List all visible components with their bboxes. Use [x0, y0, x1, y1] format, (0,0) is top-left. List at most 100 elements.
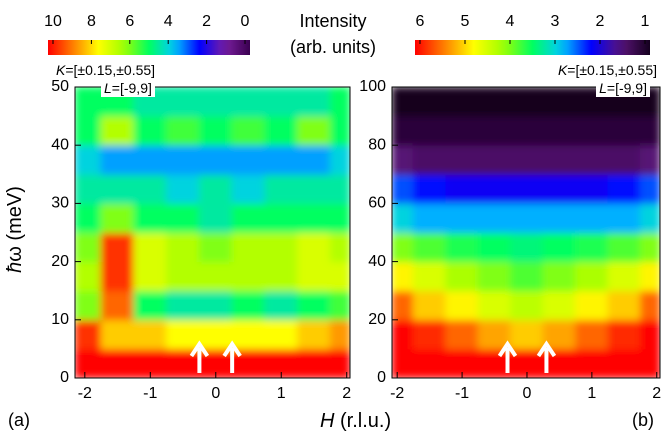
- heatmap-cell: [412, 290, 447, 321]
- heatmap-cell: [264, 144, 299, 175]
- heatmap-cell: [75, 261, 102, 292]
- heatmap-cell: [133, 261, 168, 292]
- heatmap-cell: [297, 261, 331, 292]
- heatmap-cell: [198, 261, 233, 292]
- heatmap-cell: [297, 348, 331, 378]
- heatmap-cell: [542, 144, 577, 175]
- heatmap-cell: [542, 173, 577, 204]
- colorbar-tick-label: 5: [461, 13, 470, 30]
- heatmap-cell: [510, 232, 544, 263]
- heatmap-cell: [75, 87, 102, 117]
- heatmap-cell: [166, 261, 200, 292]
- heatmap: [392, 87, 660, 378]
- heatmap-cell: [392, 348, 414, 378]
- heatmap-cell: [100, 173, 135, 204]
- heatmap-cell: [575, 232, 609, 263]
- heatmap-cell: [231, 232, 266, 263]
- heatmap-cell: [198, 290, 233, 321]
- heatmap-cell: [445, 261, 479, 292]
- colorbar-tick-label: 6: [125, 13, 134, 30]
- colorbar: [415, 40, 650, 55]
- heatmap-cell: [640, 319, 660, 350]
- heatmap-cell: [477, 290, 512, 321]
- x-tick-label: 1: [277, 385, 286, 402]
- heatmap-cell: [264, 173, 299, 204]
- heatmap-cell: [477, 202, 512, 233]
- heatmap-cell: [133, 290, 168, 321]
- heatmap-cell: [392, 261, 414, 292]
- heatmap-cell: [607, 290, 642, 321]
- heatmap-cell: [231, 290, 266, 321]
- heatmap-cell: [166, 115, 200, 146]
- heatmap-cell: [412, 87, 447, 117]
- x-tick-label: 2: [652, 385, 661, 402]
- heatmap-cell: [477, 87, 512, 117]
- colorbar-tick-label: 0: [241, 13, 250, 30]
- panel-label: (a): [8, 410, 30, 430]
- y-tick-label: 0: [60, 369, 69, 386]
- heatmap-cell: [100, 261, 135, 292]
- colorbar-tick-label: 4: [506, 13, 515, 30]
- heatmap-cell: [231, 87, 266, 117]
- heatmap-cell: [297, 232, 331, 263]
- plot-frame: [391, 86, 661, 379]
- heatmap-cell: [412, 144, 447, 175]
- heatmap-cell: [297, 319, 331, 350]
- heatmap-cell: [329, 87, 350, 117]
- heatmap-cell: [166, 144, 200, 175]
- heatmap-cell: [166, 319, 200, 350]
- heatmap-cell: [264, 202, 299, 233]
- x-tick-label: -1: [143, 385, 157, 402]
- y-tick-label: 50: [51, 78, 69, 95]
- heatmap-cell: [607, 261, 642, 292]
- x-tick-label: -2: [78, 385, 92, 402]
- heatmap-cell: [198, 202, 233, 233]
- heatmap-cell: [477, 115, 512, 146]
- panel-label: (b): [632, 410, 654, 430]
- heatmap-cell: [542, 290, 577, 321]
- heatmap-cell: [510, 87, 544, 117]
- heatmap-cell: [133, 173, 168, 204]
- heatmap-cell: [75, 173, 102, 204]
- heatmap-cell: [445, 173, 479, 204]
- heatmap-cell: [166, 202, 200, 233]
- annotation: L=[-9,9]: [101, 80, 155, 97]
- heatmap-cell: [510, 144, 544, 175]
- heatmap-cell: [166, 87, 200, 117]
- heatmap-cells: [392, 87, 660, 378]
- heatmap-cell: [264, 87, 299, 117]
- heatmap-cell: [297, 115, 331, 146]
- y-tick-label: 30: [51, 195, 69, 212]
- heatmap-cell: [392, 144, 414, 175]
- heatmap-cell: [445, 202, 479, 233]
- heatmap-cell: [166, 290, 200, 321]
- heatmap-cell: [329, 348, 350, 378]
- heatmap-cell: [477, 144, 512, 175]
- y-tick-label: 0: [377, 369, 386, 386]
- arrow: [222, 340, 242, 373]
- heatmap-cell: [231, 173, 266, 204]
- heatmap-cell: [100, 348, 135, 378]
- annotation: K=[±0.15,±0.55]: [53, 62, 159, 79]
- heatmap-cell: [75, 144, 102, 175]
- colorbar-tick-label: 3: [551, 13, 560, 30]
- heatmap-cell: [510, 290, 544, 321]
- heatmap-cell: [445, 290, 479, 321]
- heatmap-cell: [510, 319, 544, 350]
- heatmap-cell: [133, 144, 168, 175]
- heatmap-cell: [392, 319, 414, 350]
- colorbar-tick-label: 1: [641, 13, 650, 30]
- heatmap-cell: [392, 202, 414, 233]
- heatmap-cell: [542, 115, 577, 146]
- heatmap-cell: [607, 232, 642, 263]
- heatmap-cell: [198, 115, 233, 146]
- heatmap-cell: [640, 202, 660, 233]
- heatmap-cell: [264, 115, 299, 146]
- colorbar-tick-label: 2: [202, 13, 211, 30]
- heatmap-cell: [412, 348, 447, 378]
- heatmap-cell: [297, 87, 331, 117]
- heatmap-cell: [264, 261, 299, 292]
- heatmap-cell: [329, 202, 350, 233]
- heatmap-cell: [575, 115, 609, 146]
- colorbar-sublabel: (arb. units): [290, 37, 376, 57]
